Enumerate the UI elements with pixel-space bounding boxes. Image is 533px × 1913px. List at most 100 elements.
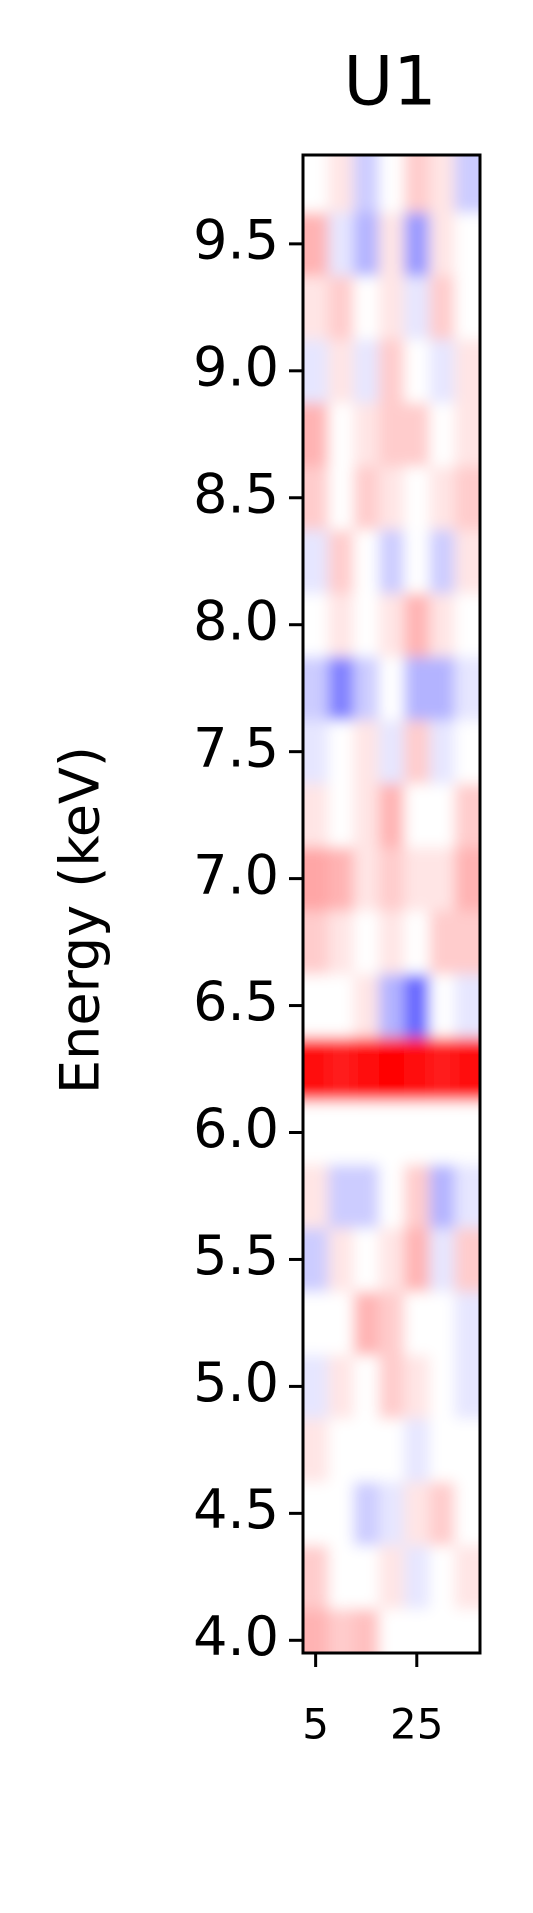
heatmap-cell <box>429 783 456 848</box>
heatmap-cell <box>353 656 380 721</box>
heatmap-cell <box>429 1291 456 1356</box>
y-tick-label: 4.5 <box>193 1478 279 1541</box>
heatmap-cell <box>328 719 355 784</box>
heatmap-cell <box>404 783 430 848</box>
heatmap-cell <box>404 1037 430 1102</box>
heatmap-cell <box>429 846 456 911</box>
heatmap-cell <box>378 212 405 277</box>
heatmap-cell <box>454 846 480 911</box>
heatmap-cell <box>454 1037 480 1102</box>
heatmap-cell <box>303 1354 329 1419</box>
heatmap-cell <box>353 783 380 848</box>
heatmap-cell <box>454 1545 480 1610</box>
heatmap-cell <box>378 402 405 467</box>
heatmap-cell <box>328 1608 355 1653</box>
heatmap-cell <box>429 1100 456 1165</box>
heatmap-cell <box>378 1481 405 1546</box>
x-tick-label: 5 <box>302 1700 329 1749</box>
heatmap-cell <box>378 1418 405 1483</box>
heatmap-cell <box>404 1164 430 1229</box>
heatmap-cell <box>454 1481 480 1546</box>
heatmap-cell <box>353 1037 380 1102</box>
heatmap-cell <box>328 656 355 721</box>
heatmap-cell <box>303 466 329 530</box>
y-tick-label: 7.0 <box>193 843 279 906</box>
heatmap-cell <box>429 719 456 784</box>
heatmap-cell <box>378 1291 405 1356</box>
heatmap-cell <box>429 656 456 721</box>
heatmap-cell <box>378 529 405 594</box>
heatmap-cell <box>353 1164 380 1229</box>
heatmap-cell <box>429 529 456 594</box>
heatmap-cell <box>353 212 380 277</box>
heatmap-cell <box>429 1608 456 1653</box>
heatmap-cell <box>328 910 355 975</box>
heatmap-cell <box>378 275 405 340</box>
heatmap-cell <box>353 910 380 975</box>
heatmap-cell <box>404 466 430 530</box>
heatmap-cell <box>454 910 480 975</box>
heatmap-cell <box>404 402 430 467</box>
heatmap-cell <box>404 1227 430 1292</box>
heatmap-cell <box>378 592 405 657</box>
y-tick-label: 9.0 <box>193 335 279 398</box>
heatmap-cell <box>303 1164 329 1229</box>
heatmap-cell <box>404 592 430 657</box>
heatmap-cell <box>353 1545 380 1610</box>
heatmap-cell <box>429 466 456 530</box>
heatmap-cell <box>353 1608 380 1653</box>
heatmap-cell <box>404 719 430 784</box>
heatmap-cell <box>328 1227 355 1292</box>
heatmap-cell <box>454 402 480 467</box>
heatmap-cell <box>378 1164 405 1229</box>
y-tick-label: 9.5 <box>193 209 279 272</box>
heatmap-cell <box>429 1354 456 1419</box>
heatmap-cell <box>378 155 405 213</box>
heatmap-cell <box>303 973 329 1038</box>
heatmap-cell <box>429 212 456 277</box>
heatmap-cell <box>404 1354 430 1419</box>
heatmap-cell <box>454 656 480 721</box>
heatmap-cell <box>328 973 355 1038</box>
heatmap-cell <box>429 339 456 404</box>
heatmap-cell <box>404 656 430 721</box>
heatmap-cell <box>303 212 329 277</box>
heatmap-cell <box>404 155 430 213</box>
heatmap-cell <box>454 1418 480 1483</box>
heatmap-cell <box>429 1545 456 1610</box>
heatmap-cell <box>429 910 456 975</box>
heatmap-cell <box>353 402 380 467</box>
heatmap-cell <box>328 1100 355 1165</box>
heatmap-cell <box>404 1545 430 1610</box>
heatmap-cell <box>378 846 405 911</box>
plot-frame <box>301 153 482 1655</box>
heatmap-cell <box>303 592 329 657</box>
heatmap-cell <box>429 1164 456 1229</box>
heatmap-cell <box>404 1481 430 1546</box>
heatmap-cell <box>303 1418 329 1483</box>
heatmap-cell <box>328 1164 355 1229</box>
heatmap-cell <box>303 275 329 340</box>
y-tick-label: 5.5 <box>193 1224 279 1287</box>
heatmap-cell <box>328 592 355 657</box>
y-tick-label: 6.5 <box>193 970 279 1033</box>
heatmap-cell <box>454 592 480 657</box>
heatmap-cell <box>429 1481 456 1546</box>
heatmap-cell <box>303 1227 329 1292</box>
heatmap-cell <box>454 1164 480 1229</box>
axes: 4.0 4.5 5.0 5.5 6.0 6.5 7.0 7.5 8.0 8.5 9.0 9.5 5 25 <box>193 153 482 1749</box>
heatmap-cell <box>353 592 380 657</box>
heatmap-cell <box>328 846 355 911</box>
y-tick-label: 5.0 <box>193 1351 279 1414</box>
heatmap-cell <box>404 275 430 340</box>
heatmap-cell <box>353 1418 380 1483</box>
heatmap-cell <box>378 973 405 1038</box>
heatmap-cell <box>378 339 405 404</box>
heatmap-cell <box>454 212 480 277</box>
y-tick-label: 7.5 <box>193 716 279 779</box>
heatmap-cell <box>303 1037 329 1102</box>
heatmap-cell <box>303 1608 329 1653</box>
heatmap-cell <box>378 1100 405 1165</box>
heatmap-cell <box>328 1481 355 1546</box>
heatmap-cell <box>303 719 329 784</box>
